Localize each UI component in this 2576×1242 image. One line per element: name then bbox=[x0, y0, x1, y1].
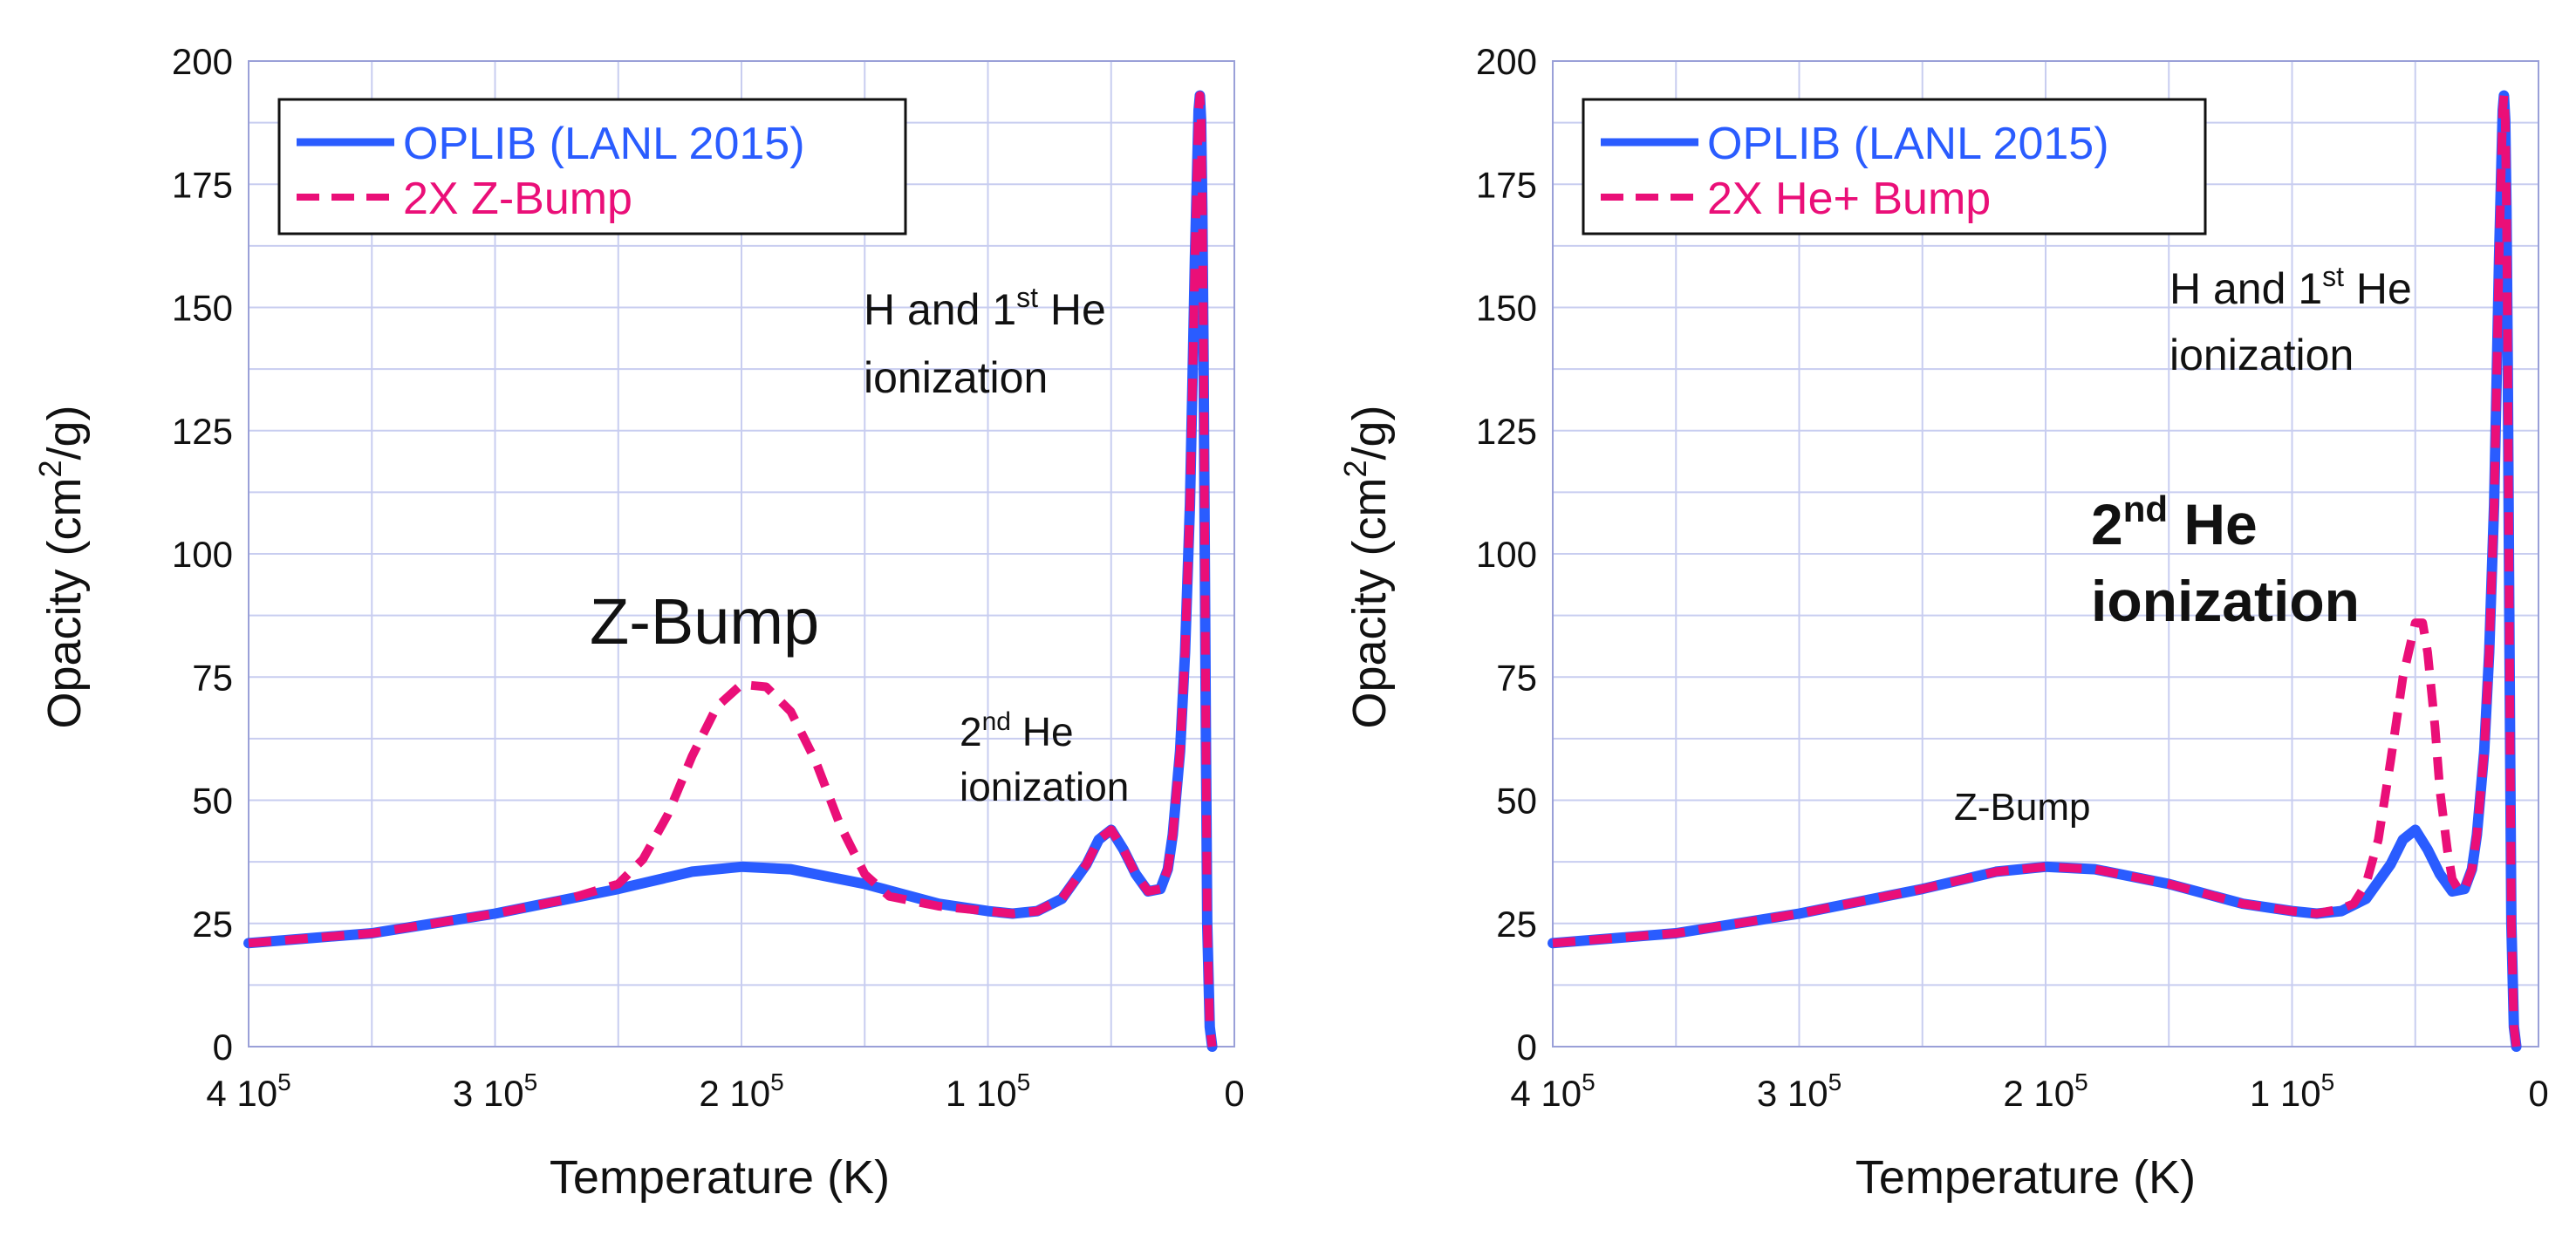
left-x-tick-label: 4 105 bbox=[206, 1068, 290, 1114]
right-y-tick-label: 50 bbox=[1496, 781, 1537, 822]
left-plot-frame bbox=[248, 60, 1235, 1048]
right-legend-label-modified: 2X He+ Bump bbox=[1707, 174, 1991, 224]
right-y-axis-label: Opacity (cm2/g) bbox=[1337, 405, 1396, 728]
left-y-tick-label: 100 bbox=[172, 534, 233, 575]
right-y-tick-label: 75 bbox=[1496, 657, 1537, 698]
left-x-axis-label: Temperature (K) bbox=[550, 1151, 890, 1204]
right-annotation-h-1st-he-line2: ionization bbox=[2169, 331, 2354, 379]
left-y-tick-label: 200 bbox=[172, 41, 233, 82]
right-x-tick-label: 4 105 bbox=[1510, 1068, 1595, 1114]
left-x-tick-label: 3 105 bbox=[453, 1068, 537, 1114]
right-x-tick-label: 0 bbox=[2528, 1073, 2548, 1114]
right-y-ticks: 0 25 50 75 100 125 150 175 200 bbox=[1476, 41, 1537, 1068]
left-y-tick-label: 0 bbox=[213, 1027, 233, 1068]
right-x-axis-label: Temperature (K) bbox=[1855, 1151, 2196, 1204]
right-plot-frame bbox=[1552, 60, 2539, 1048]
left-y-tick-label: 150 bbox=[172, 288, 233, 329]
right-y-tick-label: 200 bbox=[1476, 41, 1537, 82]
right-x-tick-label: 1 105 bbox=[2250, 1068, 2334, 1114]
left-y-tick-label: 50 bbox=[192, 781, 233, 822]
left-x-tick-label: 1 105 bbox=[946, 1068, 1030, 1114]
right-y-tick-label: 150 bbox=[1476, 288, 1537, 329]
left-y-axis-label: Opacity (cm2/g) bbox=[32, 405, 91, 728]
right-x-tick-label: 2 105 bbox=[2003, 1068, 2087, 1114]
right-y-tick-label: 175 bbox=[1476, 164, 1537, 205]
left-annotation-h-1st-he-line2: ionization bbox=[864, 353, 1048, 402]
right-series bbox=[1548, 90, 2522, 1052]
right-x-tick-label: 3 105 bbox=[1757, 1068, 1841, 1114]
left-legend-label-modified: 2X Z-Bump bbox=[403, 174, 632, 224]
left-annotation-z-bump: Z-Bump bbox=[590, 585, 819, 658]
left-series bbox=[243, 90, 1218, 1052]
left-grid bbox=[249, 61, 1234, 1047]
right-y-tick-label: 100 bbox=[1476, 534, 1537, 575]
left-y-tick-label: 25 bbox=[192, 904, 233, 945]
right-y-tick-label: 125 bbox=[1476, 411, 1537, 452]
left-x-tick-label: 2 105 bbox=[699, 1068, 783, 1114]
left-series-modified-line bbox=[248, 91, 1217, 1048]
right-annotation-2nd-he: 2nd He bbox=[2091, 488, 2258, 556]
left-series-oplib-line bbox=[243, 90, 1218, 1052]
left-legend-label-oplib: OPLIB (LANL 2015) bbox=[403, 119, 805, 169]
right-series-oplib-line bbox=[1548, 90, 2522, 1052]
right-x-ticks: 4 105 3 105 2 105 1 105 0 bbox=[1510, 1068, 2548, 1114]
left-y-ticks: 0 25 50 75 100 125 150 175 200 bbox=[172, 41, 233, 1068]
left-y-tick-label: 75 bbox=[192, 657, 233, 698]
right-series-modified-line bbox=[1552, 91, 2521, 1048]
right-legend-label-oplib: OPLIB (LANL 2015) bbox=[1707, 119, 2109, 169]
right-chart: 0 25 50 75 100 125 150 175 200 4 105 3 105 2 105 1 … bbox=[1337, 41, 2549, 1204]
right-y-tick-label: 25 bbox=[1496, 904, 1537, 945]
left-x-tick-label: 0 bbox=[1224, 1073, 1244, 1114]
right-y-tick-label: 0 bbox=[1517, 1027, 1537, 1068]
right-annotation-2nd-he-line2: ionization bbox=[2091, 569, 2360, 633]
left-annotation-2nd-he-line2: ionization bbox=[960, 764, 1129, 809]
right-annotation-z-bump: Z-Bump bbox=[1954, 786, 2090, 829]
left-legend: OPLIB (LANL 2015) 2X Z-Bump bbox=[277, 98, 907, 235]
right-annotation-h-1st-he: H and 1st He bbox=[2169, 261, 2412, 313]
left-chart: 0 25 50 75 100 125 150 175 200 4 105 3 105 2 105 1 … bbox=[32, 41, 1245, 1204]
right-legend-box bbox=[1582, 98, 2207, 235]
left-legend-box bbox=[277, 98, 907, 235]
right-legend: OPLIB (LANL 2015) 2X He+ Bump bbox=[1582, 98, 2207, 235]
left-annotation-2nd-he: 2nd He bbox=[960, 707, 1074, 754]
left-x-ticks: 4 105 3 105 2 105 1 105 0 bbox=[206, 1068, 1244, 1114]
left-annotation-h-1st-he: H and 1st He bbox=[864, 282, 1106, 334]
left-y-tick-label: 175 bbox=[172, 164, 233, 205]
left-y-tick-label: 125 bbox=[172, 411, 233, 452]
